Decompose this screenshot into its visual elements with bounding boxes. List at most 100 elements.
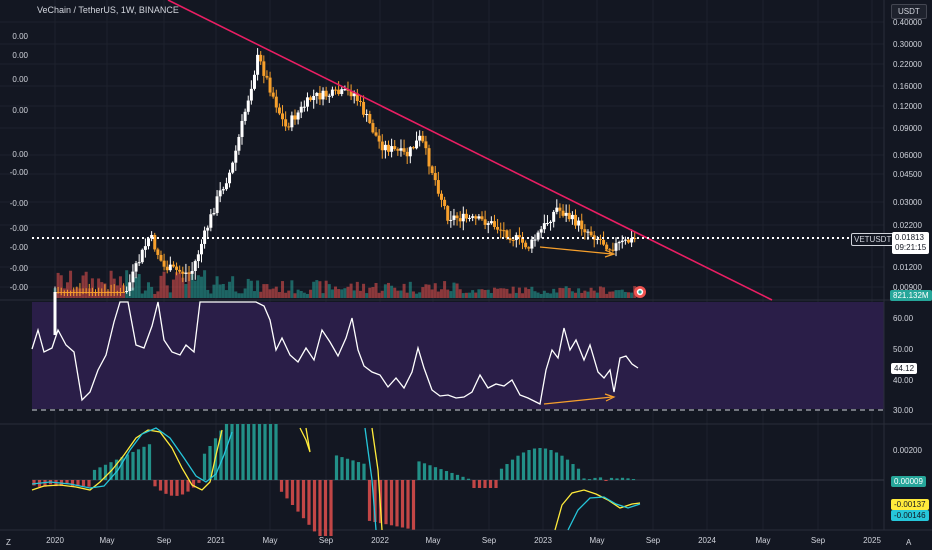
volume-bar — [162, 271, 166, 298]
volume-bar — [386, 282, 390, 298]
symbol-title[interactable]: VeChain / TetherUS, 1W, BINANCE — [37, 5, 179, 15]
candle-body — [318, 92, 322, 100]
volume-bar — [602, 287, 606, 298]
candle-body — [549, 221, 553, 224]
volume-bar — [583, 290, 587, 298]
volume-bar — [181, 277, 185, 298]
volume-bar — [380, 290, 384, 298]
left-scale-label: 0.00 — [12, 75, 28, 84]
volume-bar — [468, 292, 472, 298]
timezone-icon[interactable]: Z — [6, 538, 11, 547]
macd-histogram-bar — [373, 480, 377, 522]
volume-value-badge: 821.132M — [890, 290, 932, 301]
candle-body — [53, 292, 57, 336]
volume-bar — [69, 270, 73, 298]
macd-histogram-bar — [483, 480, 487, 488]
candle-body — [315, 92, 319, 96]
volume-bar — [402, 283, 406, 298]
macd-histogram-bar — [191, 480, 196, 488]
volume-bar — [147, 282, 151, 298]
candle-body — [374, 132, 378, 136]
volume-bar — [611, 291, 615, 298]
candle-body — [75, 292, 79, 293]
volume-bar — [203, 270, 207, 298]
price-divergence-arrow[interactable] — [539, 246, 616, 258]
right-scale-label: 0.02200 — [893, 221, 922, 230]
macd-histogram-bar — [521, 452, 526, 480]
macd-histogram-bar — [202, 453, 207, 480]
volume-bar — [56, 272, 60, 298]
left-price-scale[interactable]: 0.00 0.00 0.00 0.00 0.00 -0.00 -0.00 -0.00 -0.00… — [10, 32, 29, 292]
volume-bar — [595, 292, 599, 298]
candle-body — [131, 271, 135, 283]
volume-bar — [580, 292, 584, 298]
macd-histogram-bar — [565, 459, 570, 480]
candle-body — [558, 207, 562, 211]
macd-scale[interactable]: 0.00200 — [893, 446, 922, 455]
volume-bar — [430, 289, 434, 298]
volume-bar — [411, 291, 415, 298]
volume-bar — [371, 287, 375, 298]
rsi-divergence-arrow[interactable] — [543, 393, 616, 405]
candle-body — [586, 231, 590, 233]
volume-bar — [405, 292, 409, 298]
volume-bar — [536, 292, 540, 298]
candle-body — [365, 114, 369, 116]
macd-histogram-bar — [499, 468, 504, 480]
volume-bar — [134, 277, 138, 298]
volume-bar — [337, 289, 341, 298]
candle-body — [402, 148, 406, 152]
macd-histogram-bar — [543, 448, 548, 480]
volume-bar — [461, 293, 465, 298]
auto-scale-icon[interactable]: A — [906, 538, 912, 547]
volume-bar — [265, 284, 269, 298]
left-scale-label: 0.00 — [12, 150, 28, 159]
right-price-scale[interactable]: 0.40000 0.30000 0.22000 0.16000 0.12000 0.090… — [893, 18, 922, 292]
candle-body — [128, 282, 132, 291]
news-flag-icon[interactable] — [634, 286, 646, 298]
volume-bar — [561, 288, 565, 298]
volume-bar — [218, 284, 222, 298]
left-scale-label: -0.00 — [10, 283, 29, 292]
candle-body — [439, 193, 443, 200]
candle-body — [321, 90, 325, 100]
volume-bar — [549, 293, 553, 298]
macd-histogram — [32, 424, 636, 536]
volume-bar — [542, 290, 546, 298]
currency-button[interactable]: USDT — [891, 4, 927, 19]
candle-body — [125, 290, 129, 292]
candle-body — [94, 292, 98, 293]
candle-body — [483, 219, 487, 225]
candle-body — [259, 54, 263, 62]
macd-histogram-bar — [81, 480, 86, 487]
macd-histogram-bar — [114, 459, 119, 480]
descending-trendline[interactable] — [167, 0, 773, 301]
candle-body — [443, 199, 447, 207]
candle-body — [383, 144, 387, 151]
time-axis[interactable]: 2020 May Sep 2021 May Sep 2022 May Sep 2023 May Sep… — [46, 536, 881, 545]
volume-bar — [567, 287, 571, 298]
candle-body — [555, 207, 559, 212]
candle-body — [299, 106, 303, 113]
macd-histogram-bar — [389, 480, 394, 526]
candle-body — [626, 239, 630, 243]
candle-body — [150, 234, 154, 239]
candle-body — [143, 246, 147, 250]
candle-body — [580, 220, 584, 230]
candle-body — [309, 97, 313, 101]
candle-body — [252, 74, 256, 89]
volume-bar — [246, 278, 250, 298]
macd-histogram-bar — [87, 480, 91, 487]
volume-bar — [446, 289, 450, 298]
candle-body — [605, 244, 609, 250]
right-scale-label: 0.30000 — [893, 40, 922, 49]
rsi-scale[interactable]: 60.00 50.00 40.00 30.00 — [893, 314, 914, 415]
candle-body — [468, 217, 472, 219]
macd-histogram-bar — [246, 424, 251, 480]
volume-bar — [352, 290, 356, 298]
macd-histogram-bar — [450, 472, 454, 480]
candle-body — [175, 266, 179, 270]
candle-body — [134, 263, 138, 272]
volume-bar — [383, 284, 387, 298]
